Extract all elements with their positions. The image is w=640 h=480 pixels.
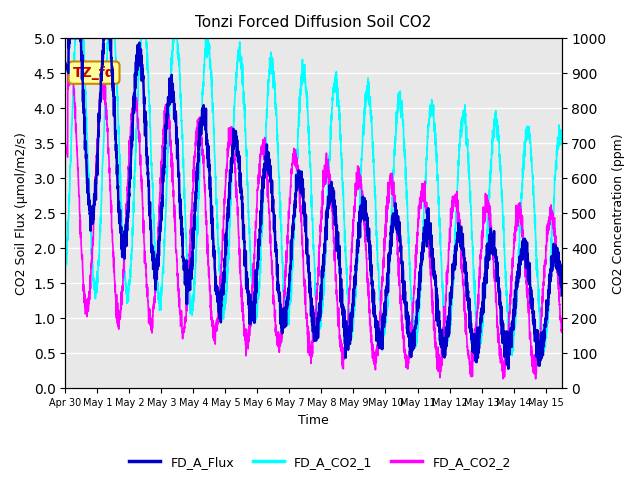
Legend: FD_A_Flux, FD_A_CO2_1, FD_A_CO2_2: FD_A_Flux, FD_A_CO2_1, FD_A_CO2_2 [124,451,516,474]
Y-axis label: CO2 Concentration (ppm): CO2 Concentration (ppm) [612,133,625,294]
Title: Tonzi Forced Diffusion Soil CO2: Tonzi Forced Diffusion Soil CO2 [195,15,431,30]
Text: TZ_fd: TZ_fd [73,66,115,80]
Y-axis label: CO2 Soil Flux (μmol/m2/s): CO2 Soil Flux (μmol/m2/s) [15,132,28,295]
X-axis label: Time: Time [298,414,329,427]
